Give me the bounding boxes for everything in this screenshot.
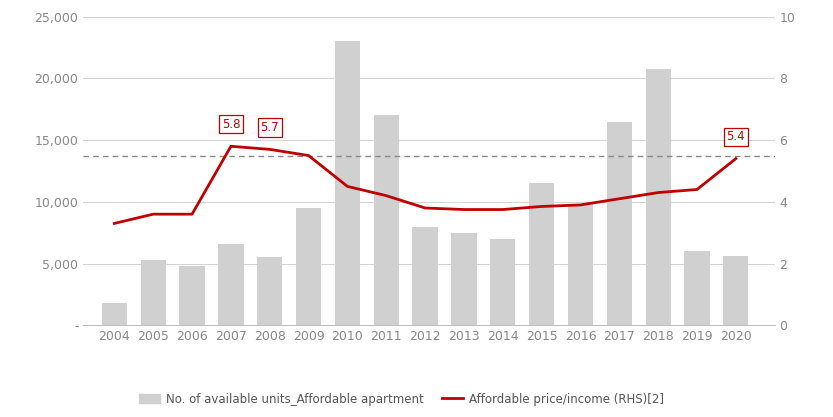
Bar	[412, 226, 437, 325]
Text: 5.4: 5.4	[726, 130, 746, 143]
Bar	[529, 183, 554, 325]
Bar	[606, 122, 632, 325]
Bar	[257, 257, 282, 325]
Bar	[296, 208, 322, 325]
Bar	[179, 266, 205, 325]
Bar	[685, 251, 710, 325]
Bar	[218, 244, 243, 325]
Bar	[141, 260, 166, 325]
Bar	[451, 233, 476, 325]
Bar	[374, 116, 399, 325]
Text: 5.8: 5.8	[222, 118, 240, 131]
Text: 5.7: 5.7	[261, 121, 279, 134]
Legend: No. of available units_Affordable apartment, Affordable price/income (RHS)[2]: No. of available units_Affordable apartm…	[139, 393, 664, 406]
Bar	[335, 41, 360, 325]
Bar	[568, 204, 593, 325]
Bar	[102, 303, 127, 325]
Bar	[723, 256, 749, 325]
Bar	[646, 68, 671, 325]
Bar	[490, 239, 516, 325]
